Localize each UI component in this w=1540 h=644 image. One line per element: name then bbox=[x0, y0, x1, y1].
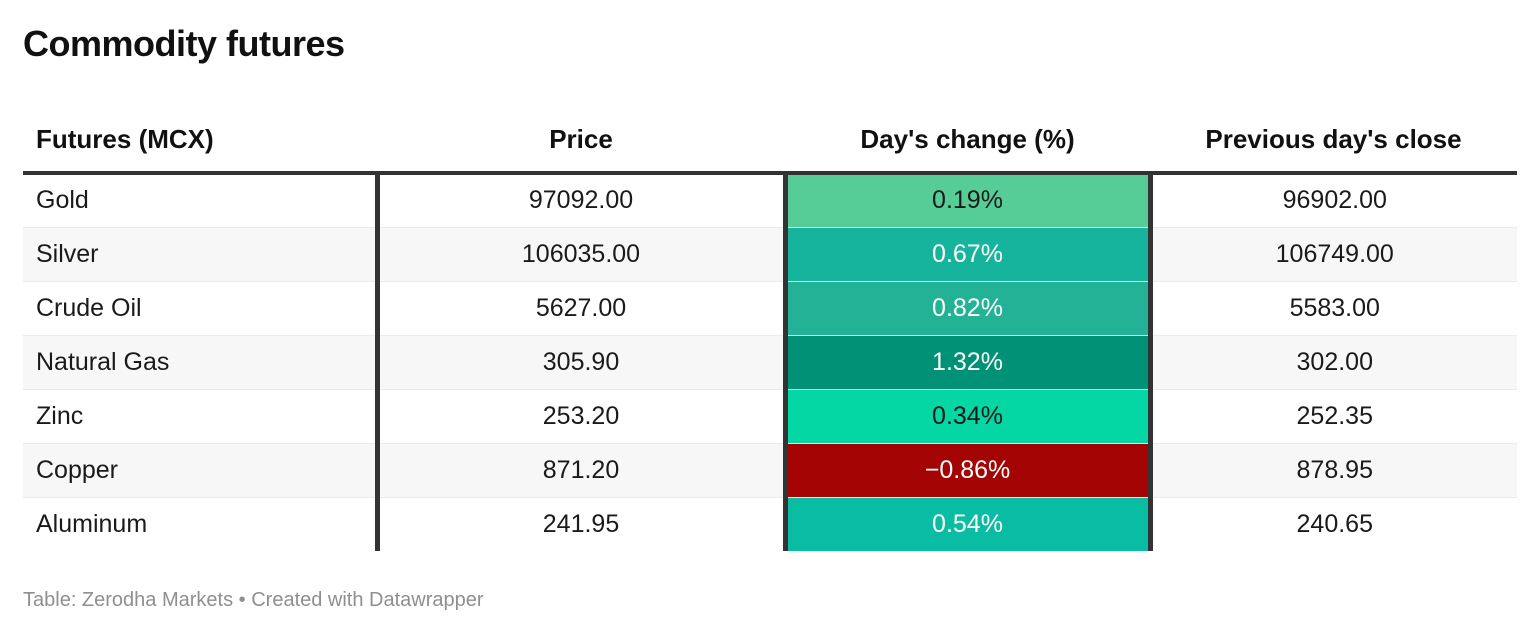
table-row: Gold 97092.00 0.19% 96902.00 bbox=[23, 173, 1517, 228]
prev-close-cell: 5583.00 bbox=[1150, 280, 1517, 336]
futures-name-cell: Silver bbox=[23, 226, 380, 282]
col-header-price: Price bbox=[377, 109, 785, 176]
table-row: Crude Oil 5627.00 0.82% 5583.00 bbox=[23, 280, 1517, 336]
table-row: Aluminum 241.95 0.54% 240.65 bbox=[23, 496, 1517, 552]
prev-close-cell: 240.65 bbox=[1150, 496, 1517, 552]
commodity-futures-table: Futures (MCX) Price Day's change (%) Pre… bbox=[23, 109, 1517, 552]
day-change-cell: −0.86% bbox=[782, 442, 1153, 498]
futures-name-cell: Natural Gas bbox=[23, 334, 380, 390]
price-cell: 871.20 bbox=[377, 442, 785, 498]
day-change-cell: 0.67% bbox=[782, 226, 1153, 282]
price-cell: 5627.00 bbox=[377, 280, 785, 336]
col-header-day-change: Day's change (%) bbox=[785, 109, 1150, 176]
day-change-cell: 0.54% bbox=[782, 496, 1153, 552]
prev-close-cell: 96902.00 bbox=[1282, 186, 1387, 215]
table-row: Natural Gas 305.90 1.32% 302.00 bbox=[23, 334, 1517, 390]
futures-name-cell: Crude Oil bbox=[23, 280, 380, 336]
header-row: Futures (MCX) Price Day's change (%) Pre… bbox=[23, 109, 1517, 176]
table-row: Copper 871.20 −0.86% 878.95 bbox=[23, 442, 1517, 498]
futures-name-cell: Gold bbox=[23, 173, 380, 228]
futures-name-cell: Zinc bbox=[23, 388, 380, 444]
prev-close-cell: 106749.00 bbox=[1150, 226, 1517, 282]
prev-close-cell: 878.95 bbox=[1150, 442, 1517, 498]
prev-close-cell: 252.35 bbox=[1150, 388, 1517, 444]
price-cell: 305.90 bbox=[377, 334, 785, 390]
futures-name-cell: Copper bbox=[23, 442, 380, 498]
attribution-text: Table: Zerodha Markets • Created with Da… bbox=[23, 589, 484, 612]
price-cell: 106035.00 bbox=[377, 226, 785, 282]
prev-close-cell: 302.00 bbox=[1150, 334, 1517, 390]
col-header-prev-close: Previous day's close bbox=[1150, 109, 1517, 176]
day-change-cell: 0.82% bbox=[782, 280, 1153, 336]
table-row: Silver 106035.00 0.67% 106749.00 bbox=[23, 226, 1517, 282]
price-cell: 97092.00 bbox=[528, 186, 634, 215]
price-cell: 253.20 bbox=[377, 388, 785, 444]
col-header-futures: Futures (MCX) bbox=[23, 109, 377, 176]
page-title: Commodity futures bbox=[23, 23, 345, 64]
futures-name-cell: Aluminum bbox=[23, 496, 380, 552]
price-cell: 241.95 bbox=[377, 496, 785, 552]
day-change-cell: 1.32% bbox=[782, 334, 1153, 390]
day-change-cell: 0.34% bbox=[782, 388, 1153, 444]
table-row: Zinc 253.20 0.34% 252.35 bbox=[23, 388, 1517, 444]
datawrapper-table-page: Commodity futures Futures (MCX) Price Da… bbox=[23, 23, 1517, 612]
day-change-cell: 0.19% bbox=[782, 173, 1153, 228]
